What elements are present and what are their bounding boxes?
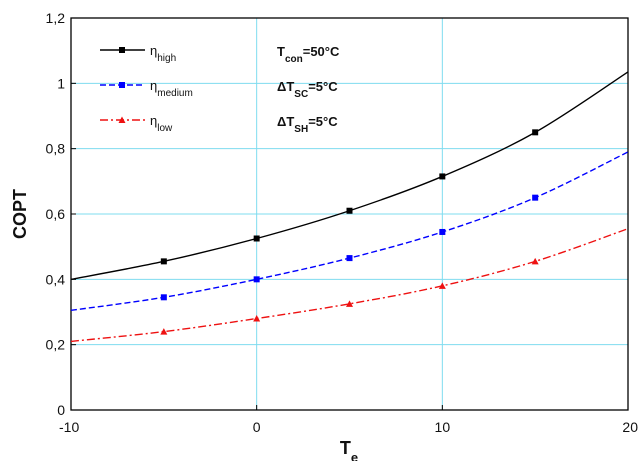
y-tick-label-4: 0,8 [46,141,66,157]
point-high-5 [532,129,539,136]
legend-item-high: ηhigh [100,43,176,64]
point-high-4 [439,173,446,180]
series-group [70,71,629,343]
legend: ηhigh ηmedium ηlow [100,43,193,134]
series-high [70,71,629,281]
point-low-3 [346,300,353,307]
annotation-1: ΔTSC=5°C [277,79,338,100]
point-high-1 [160,258,167,265]
y-tick-label-6: 1,2 [46,10,66,26]
legend-marker-medium [119,82,125,88]
x-tick-label-3: 20 [622,419,638,435]
axis-ticks: 00,20,40,60,811,2-10 0 10 20 [46,10,639,435]
annotations: Tcon=50°C ΔTSC=5°C ΔTSH=5°C [277,44,340,135]
y-tick-label-0: 0 [57,402,65,418]
x-tick-label-2: 10 [435,419,451,435]
y-axis-label: COPT [10,189,30,239]
y-tick-label-3: 0,6 [46,206,66,222]
point-high-2 [253,235,260,242]
legend-item-low: ηlow [100,113,173,134]
point-medium-2 [253,276,260,283]
annotation-0: Tcon=50°C [277,44,340,65]
point-medium-3 [346,255,353,262]
y-tick-label-2: 0,4 [46,271,66,287]
point-high-3 [346,207,353,214]
legend-label-low: ηlow [150,113,173,134]
legend-item-medium: ηmedium [100,78,193,99]
point-low-1 [160,328,168,335]
y-tick-label-5: 1 [57,75,65,91]
legend-label-high: ηhigh [150,43,176,64]
legend-marker-low [118,116,126,123]
point-medium-4 [439,228,446,235]
point-low-5 [531,257,539,265]
legend-marker-high [119,47,125,53]
x-tick-label-1: 0 [253,419,261,435]
point-medium-5 [532,194,539,201]
legend-label-medium: ηmedium [150,78,193,99]
series-low [70,228,629,343]
x-tick-label-0: -10 [59,419,79,435]
annotation-2: ΔTSH=5°C [277,114,338,135]
point-low-2 [253,315,261,322]
y-tick-label-1: 0,2 [46,337,66,353]
series-medium [70,151,629,312]
point-medium-1 [160,294,167,301]
point-low-4 [438,282,446,289]
